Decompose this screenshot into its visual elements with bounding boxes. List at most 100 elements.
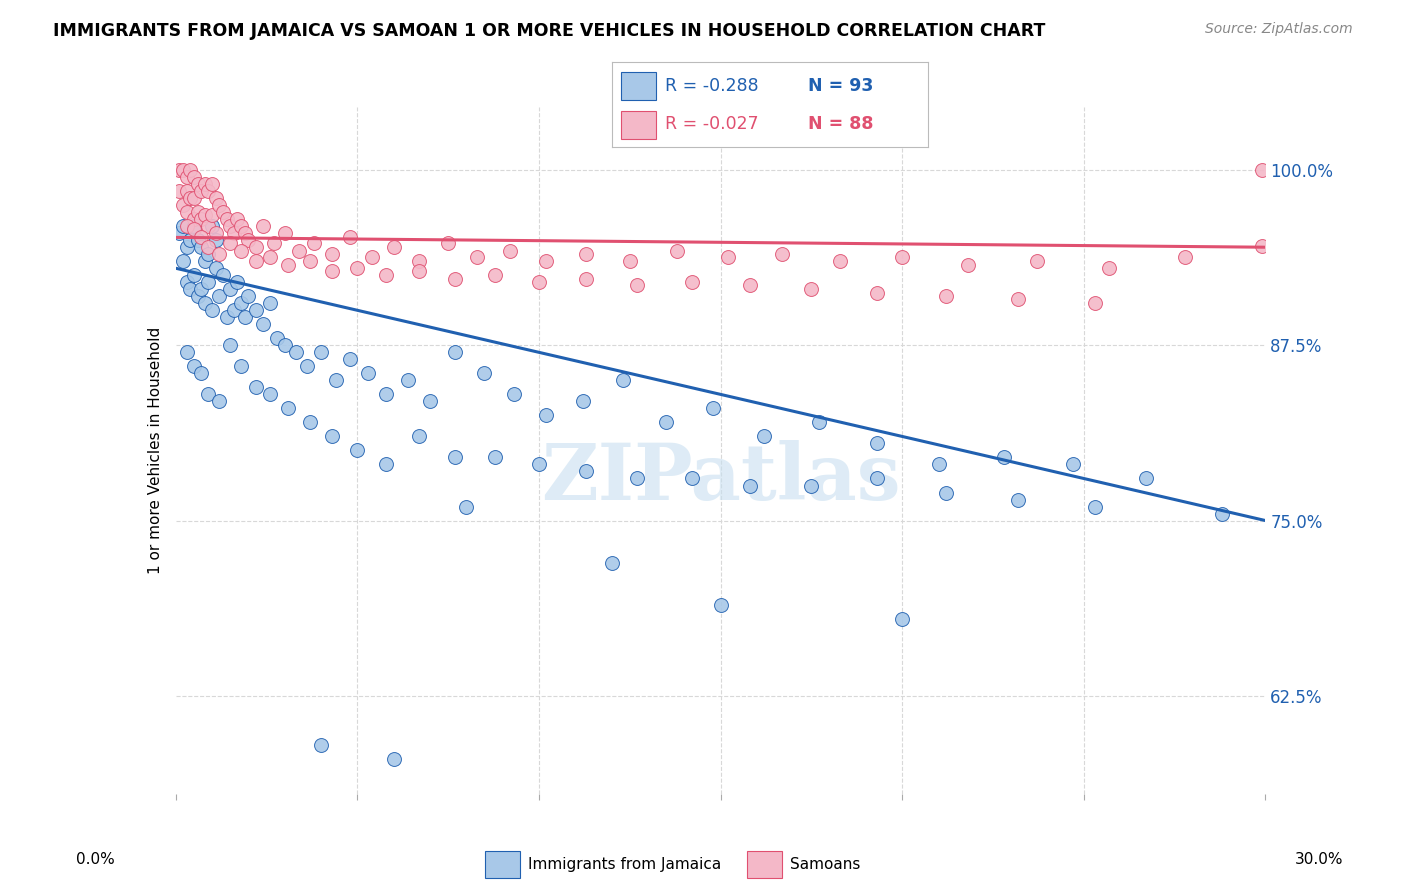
Point	[993, 450, 1015, 465]
Point	[302, 235, 325, 250]
Point	[231, 296, 253, 310]
Point	[176, 240, 198, 254]
Point	[183, 212, 205, 227]
Point	[575, 465, 598, 479]
Point	[194, 254, 217, 268]
Point	[233, 226, 256, 240]
Point	[183, 268, 205, 283]
Point	[299, 416, 322, 430]
Point	[186, 177, 209, 191]
Point	[176, 205, 198, 219]
Point	[183, 222, 205, 236]
Point	[935, 485, 957, 500]
Point	[325, 373, 347, 387]
Point	[274, 226, 297, 240]
Text: N = 88: N = 88	[808, 115, 873, 133]
Point	[186, 233, 209, 247]
Point	[219, 282, 242, 296]
Point	[204, 226, 226, 240]
Point	[274, 338, 297, 352]
Point	[208, 198, 231, 212]
Point	[179, 163, 201, 178]
Point	[1250, 239, 1272, 253]
Point	[201, 219, 224, 234]
Point	[346, 261, 368, 276]
Point	[375, 458, 398, 472]
Point	[190, 184, 212, 198]
Point	[231, 244, 253, 259]
Point	[702, 401, 724, 416]
Point	[437, 235, 460, 250]
Point	[190, 282, 212, 296]
Text: ZIPatlas: ZIPatlas	[541, 440, 900, 516]
Point	[219, 235, 242, 250]
Point	[172, 163, 194, 178]
Point	[465, 250, 488, 264]
Point	[408, 429, 430, 443]
Point	[807, 416, 830, 430]
Text: IMMIGRANTS FROM JAMAICA VS SAMOAN 1 OR MORE VEHICLES IN HOUSEHOLD CORRELATION CH: IMMIGRANTS FROM JAMAICA VS SAMOAN 1 OR M…	[53, 22, 1046, 40]
Point	[284, 345, 307, 359]
Point	[238, 289, 260, 303]
Point	[321, 429, 343, 443]
Point	[681, 471, 703, 485]
Point	[245, 303, 267, 318]
Text: Samoans: Samoans	[790, 857, 860, 871]
Point	[339, 230, 361, 244]
Point	[172, 198, 194, 212]
Point	[866, 471, 889, 485]
Point	[259, 250, 281, 264]
Point	[891, 612, 914, 626]
Point	[172, 219, 194, 234]
Point	[204, 191, 226, 205]
Point	[396, 373, 419, 387]
Point	[238, 233, 260, 247]
Point	[183, 191, 205, 205]
Point	[277, 259, 299, 273]
Point	[619, 254, 641, 268]
Point	[252, 318, 274, 332]
Point	[655, 416, 678, 430]
Y-axis label: 1 or more Vehicles in Household: 1 or more Vehicles in Household	[148, 326, 163, 574]
Text: R = -0.288: R = -0.288	[665, 77, 759, 95]
Point	[245, 254, 267, 268]
Point	[208, 247, 231, 261]
Point	[830, 254, 852, 268]
Point	[339, 352, 361, 367]
Point	[190, 367, 212, 381]
Text: 0.0%: 0.0%	[76, 852, 115, 867]
Point	[612, 373, 634, 387]
Point	[309, 345, 332, 359]
Point	[1098, 261, 1121, 276]
Point	[499, 244, 522, 259]
Point	[474, 367, 496, 381]
Point	[172, 254, 194, 268]
Point	[770, 247, 793, 261]
Point	[1084, 500, 1107, 514]
Point	[215, 310, 238, 325]
Point	[444, 272, 467, 286]
Point	[666, 244, 689, 259]
Point	[183, 219, 205, 234]
Point	[212, 268, 235, 283]
Point	[219, 338, 242, 352]
Point	[197, 184, 219, 198]
Point	[484, 450, 506, 465]
Point	[190, 212, 212, 227]
Point	[259, 387, 281, 401]
Point	[754, 429, 776, 443]
Text: R = -0.027: R = -0.027	[665, 115, 759, 133]
Point	[1084, 296, 1107, 310]
Point	[534, 409, 557, 423]
Point	[215, 212, 238, 227]
Point	[309, 738, 332, 752]
Point	[266, 331, 288, 345]
Point	[201, 208, 224, 222]
Point	[681, 275, 703, 289]
Point	[176, 345, 198, 359]
Point	[295, 359, 318, 374]
Point	[738, 278, 761, 293]
Point	[176, 219, 198, 234]
Point	[194, 208, 217, 222]
Point	[201, 303, 224, 318]
